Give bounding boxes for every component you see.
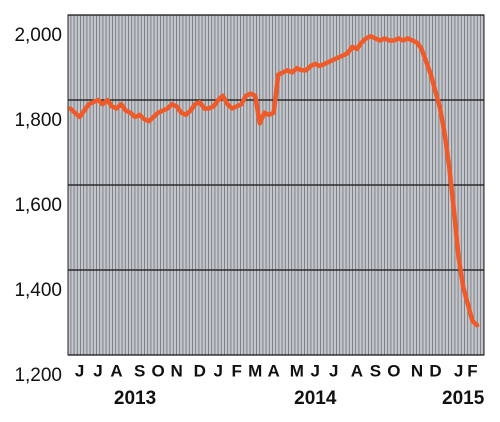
year-label: 2015	[442, 388, 485, 409]
x-tick-label: J	[213, 361, 222, 380]
y-tick-label: 1,200	[14, 365, 62, 386]
x-tick-label: A	[268, 361, 280, 380]
x-tick-label: S	[370, 361, 381, 380]
x-tick-label: M	[248, 361, 262, 380]
data-line	[68, 34, 480, 328]
x-tick-label: J	[75, 361, 84, 380]
y-tick-label: 1,400	[14, 280, 62, 301]
x-tick-label: F	[467, 361, 477, 380]
x-tick-label: M	[290, 361, 304, 380]
x-tick-label: N	[170, 361, 182, 380]
x-tick-label: D	[194, 361, 206, 380]
x-tick-label: N	[411, 361, 423, 380]
x-tick-label: D	[429, 361, 441, 380]
x-tick-label: F	[232, 361, 242, 380]
y-tick-label: 1,800	[14, 110, 62, 131]
x-tick-label: O	[387, 361, 400, 380]
x-tick-label: J	[329, 361, 338, 380]
x-tick-label: S	[134, 361, 145, 380]
year-label: 2014	[294, 388, 337, 409]
y-tick-label: 1,600	[14, 195, 62, 216]
x-tick-label: O	[152, 361, 165, 380]
x-tick-label: J	[311, 361, 320, 380]
year-label: 2013	[114, 388, 156, 409]
x-tick-label: A	[351, 361, 363, 380]
y-tick-label: 2,000	[14, 25, 62, 46]
x-tick-label: J	[93, 361, 102, 380]
x-tick-label: A	[110, 361, 122, 380]
x-tick-label: J	[454, 361, 463, 380]
